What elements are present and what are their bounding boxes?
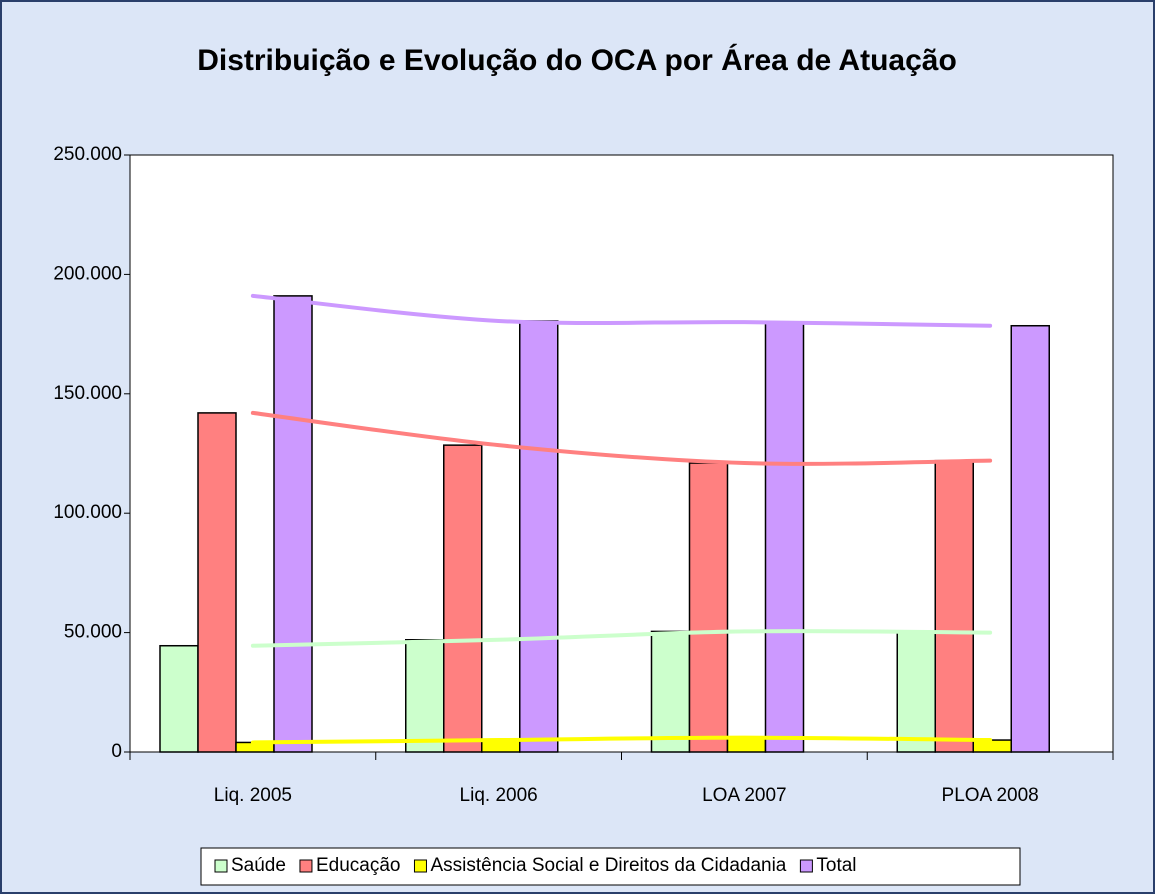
bar <box>764 321 805 753</box>
legend-swatch <box>799 859 813 873</box>
bar <box>519 320 559 753</box>
legend-label: Educação <box>316 855 401 876</box>
y-tick-label: 200.000 <box>53 263 122 284</box>
x-tick-label: PLOA 2008 <box>942 785 1039 806</box>
bar <box>934 459 974 753</box>
x-tick-label: LOA 2007 <box>702 785 787 806</box>
y-tick-label: 50.000 <box>64 622 122 643</box>
legend-swatch <box>299 859 313 873</box>
trend-line <box>250 735 993 745</box>
y-tick-label: 250.000 <box>53 144 122 165</box>
bar <box>405 639 445 753</box>
bar <box>443 444 483 753</box>
legend-box <box>200 847 1021 886</box>
legend-label: Total <box>816 855 856 876</box>
bar <box>688 462 729 753</box>
bar <box>650 630 691 753</box>
bar <box>273 295 313 753</box>
bar <box>726 736 767 753</box>
chart-title: Distribuição e Evolução do OCA por Área … <box>197 43 957 77</box>
legend-swatch <box>214 859 228 873</box>
trend-line <box>250 293 993 328</box>
legend-swatch <box>413 859 427 873</box>
bar <box>1010 324 1050 753</box>
trend-line <box>250 410 993 466</box>
y-tick-label: 0 <box>111 741 122 762</box>
legend-label: Assistência Social e Direitos da Cidadan… <box>430 855 786 876</box>
trend-line <box>250 629 993 648</box>
x-tick-label: Liq. 2005 <box>214 785 292 806</box>
bar <box>159 644 199 753</box>
legend-label: Saúde <box>231 855 286 876</box>
y-tick-label: 100.000 <box>53 502 122 523</box>
bar <box>197 412 237 753</box>
y-tick-label: 150.000 <box>53 383 122 404</box>
bar <box>896 631 936 753</box>
x-tick-label: Liq. 2006 <box>460 785 538 806</box>
